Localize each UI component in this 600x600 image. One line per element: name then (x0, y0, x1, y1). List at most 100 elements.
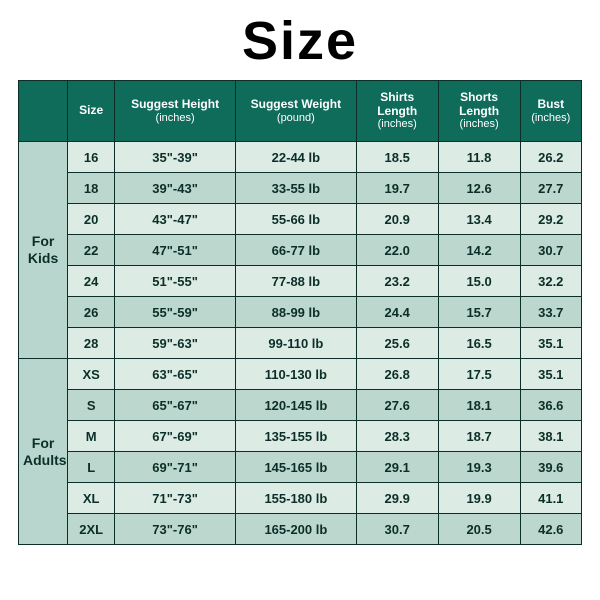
table-row: M67"-69"135-155 lb28.318.738.1 (19, 421, 582, 452)
cell-weight: 145-165 lb (235, 452, 356, 483)
cell-shorts: 19.3 (438, 452, 520, 483)
cell-shorts: 13.4 (438, 204, 520, 235)
cell-bust: 27.7 (520, 173, 581, 204)
cell-size: 2XL (68, 514, 115, 545)
cell-shorts: 17.5 (438, 359, 520, 390)
col-size: Size (68, 81, 115, 142)
cell-shorts: 15.7 (438, 297, 520, 328)
cell-shirts: 24.4 (356, 297, 438, 328)
cell-bust: 35.1 (520, 359, 581, 390)
cell-weight: 99-110 lb (235, 328, 356, 359)
cell-bust: 26.2 (520, 142, 581, 173)
col-group (19, 81, 68, 142)
cell-height: 47"-51" (115, 235, 236, 266)
group-label: ForAdults (19, 359, 68, 545)
cell-shorts: 16.5 (438, 328, 520, 359)
col-weight: Suggest Weight(pound) (235, 81, 356, 142)
cell-bust: 36.6 (520, 390, 581, 421)
table-row: 2451"-55"77-88 lb23.215.032.2 (19, 266, 582, 297)
cell-weight: 155-180 lb (235, 483, 356, 514)
table-row: 2XL73"-76"165-200 lb30.720.542.6 (19, 514, 582, 545)
cell-shirts: 18.5 (356, 142, 438, 173)
col-shorts: Shorts Length(inches) (438, 81, 520, 142)
cell-size: M (68, 421, 115, 452)
cell-bust: 39.6 (520, 452, 581, 483)
cell-height: 65"-67" (115, 390, 236, 421)
cell-weight: 22-44 lb (235, 142, 356, 173)
cell-height: 43"-47" (115, 204, 236, 235)
cell-shirts: 27.6 (356, 390, 438, 421)
cell-shorts: 12.6 (438, 173, 520, 204)
cell-size: 28 (68, 328, 115, 359)
cell-size: 18 (68, 173, 115, 204)
cell-size: S (68, 390, 115, 421)
table-row: S65"-67"120-145 lb27.618.136.6 (19, 390, 582, 421)
table-row: 2247"-51"66-77 lb22.014.230.7 (19, 235, 582, 266)
cell-height: 39"-43" (115, 173, 236, 204)
cell-weight: 88-99 lb (235, 297, 356, 328)
cell-height: 69"-71" (115, 452, 236, 483)
cell-weight: 165-200 lb (235, 514, 356, 545)
cell-bust: 33.7 (520, 297, 581, 328)
cell-shorts: 19.9 (438, 483, 520, 514)
table-header: Size Suggest Height(inches) Suggest Weig… (19, 81, 582, 142)
cell-size: XS (68, 359, 115, 390)
cell-weight: 120-145 lb (235, 390, 356, 421)
cell-shirts: 23.2 (356, 266, 438, 297)
cell-height: 71"-73" (115, 483, 236, 514)
table-row: L69"-71"145-165 lb29.119.339.6 (19, 452, 582, 483)
table-row: 2043"-47"55-66 lb20.913.429.2 (19, 204, 582, 235)
cell-shirts: 28.3 (356, 421, 438, 452)
cell-size: 26 (68, 297, 115, 328)
cell-size: 20 (68, 204, 115, 235)
cell-bust: 32.2 (520, 266, 581, 297)
table-row: XL71"-73"155-180 lb29.919.941.1 (19, 483, 582, 514)
col-height: Suggest Height(inches) (115, 81, 236, 142)
cell-weight: 33-55 lb (235, 173, 356, 204)
cell-height: 73"-76" (115, 514, 236, 545)
cell-bust: 41.1 (520, 483, 581, 514)
cell-shorts: 18.7 (438, 421, 520, 452)
size-table: Size Suggest Height(inches) Suggest Weig… (18, 80, 582, 545)
cell-shirts: 29.9 (356, 483, 438, 514)
cell-size: 22 (68, 235, 115, 266)
page-title: Size (18, 10, 582, 72)
cell-bust: 38.1 (520, 421, 581, 452)
cell-height: 67"-69" (115, 421, 236, 452)
cell-weight: 135-155 lb (235, 421, 356, 452)
cell-height: 35"-39" (115, 142, 236, 173)
table-row: ForAdultsXS63"-65"110-130 lb26.817.535.1 (19, 359, 582, 390)
cell-shirts: 30.7 (356, 514, 438, 545)
table-row: 2655"-59"88-99 lb24.415.733.7 (19, 297, 582, 328)
table-row: 1839"-43"33-55 lb19.712.627.7 (19, 173, 582, 204)
cell-weight: 77-88 lb (235, 266, 356, 297)
table-body: ForKids1635"-39"22-44 lb18.511.826.21839… (19, 142, 582, 545)
cell-shirts: 22.0 (356, 235, 438, 266)
col-bust: Bust(inches) (520, 81, 581, 142)
cell-height: 55"-59" (115, 297, 236, 328)
cell-shorts: 18.1 (438, 390, 520, 421)
cell-shirts: 29.1 (356, 452, 438, 483)
cell-size: XL (68, 483, 115, 514)
cell-shorts: 14.2 (438, 235, 520, 266)
cell-height: 59"-63" (115, 328, 236, 359)
table-row: ForKids1635"-39"22-44 lb18.511.826.2 (19, 142, 582, 173)
cell-size: 16 (68, 142, 115, 173)
cell-bust: 42.6 (520, 514, 581, 545)
cell-weight: 55-66 lb (235, 204, 356, 235)
cell-weight: 110-130 lb (235, 359, 356, 390)
cell-size: L (68, 452, 115, 483)
cell-shorts: 20.5 (438, 514, 520, 545)
cell-shirts: 26.8 (356, 359, 438, 390)
cell-size: 24 (68, 266, 115, 297)
cell-bust: 35.1 (520, 328, 581, 359)
cell-bust: 29.2 (520, 204, 581, 235)
cell-bust: 30.7 (520, 235, 581, 266)
cell-height: 63"-65" (115, 359, 236, 390)
cell-shirts: 25.6 (356, 328, 438, 359)
cell-weight: 66-77 lb (235, 235, 356, 266)
col-shirts: Shirts Length(inches) (356, 81, 438, 142)
cell-shirts: 19.7 (356, 173, 438, 204)
cell-shirts: 20.9 (356, 204, 438, 235)
cell-shorts: 11.8 (438, 142, 520, 173)
